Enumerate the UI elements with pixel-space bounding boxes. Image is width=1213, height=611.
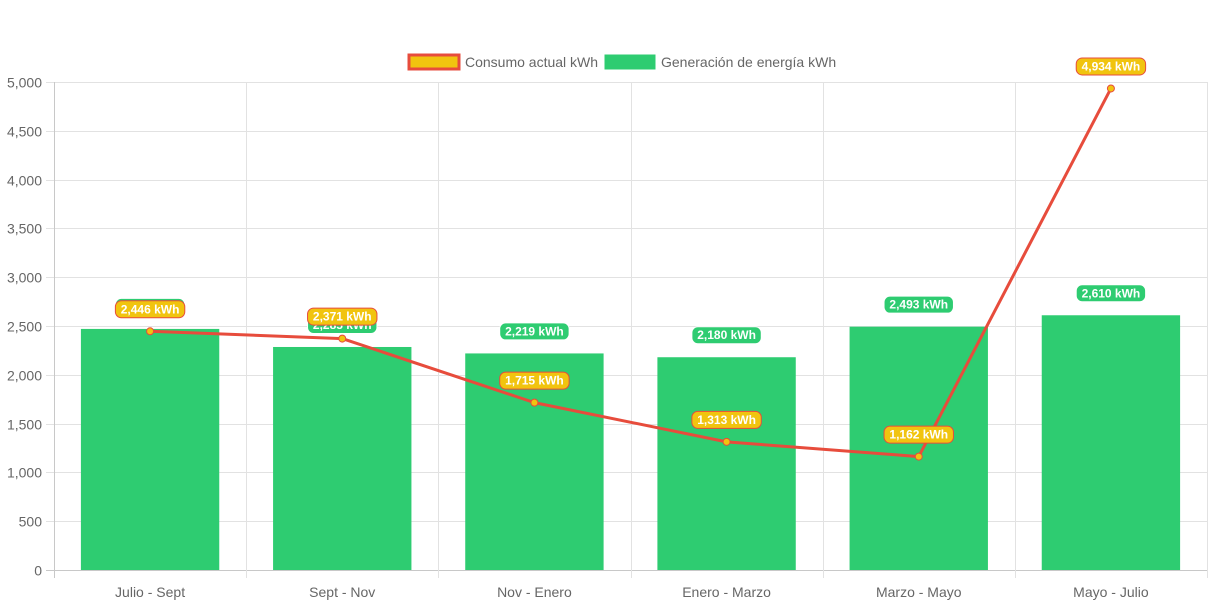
x-tick-label: Nov - Enero	[497, 584, 572, 600]
y-tick-label: 4,000	[7, 173, 42, 189]
line-point	[914, 452, 923, 461]
line-data-label-bg	[691, 410, 762, 429]
bar	[80, 328, 220, 570]
line-data-label-text: 2,371 kWh	[313, 310, 372, 324]
line-data-label: 1,313 kWh	[691, 410, 762, 429]
line-data-label-bg	[114, 300, 186, 319]
bar-data-label-text: 2,493 kWh	[889, 298, 948, 312]
line-point	[146, 327, 155, 336]
bar-data-label: 2,219 kWh	[499, 322, 570, 341]
y-tick-label: 1,500	[7, 417, 42, 433]
line-data-label-bg	[1075, 57, 1147, 76]
line-data-label: 2,371 kWh	[307, 307, 378, 326]
line-data-label-text: 4,934 kWh	[1082, 59, 1141, 73]
y-tick-label: 5,000	[7, 75, 42, 91]
bar-data-label-bg	[691, 326, 762, 345]
bar-data-label: 2,180 kWh	[691, 326, 762, 345]
legend-label: Consumo actual kWh	[465, 54, 598, 70]
y-tick-label: 3,000	[7, 270, 42, 286]
legend-label: Generación de energía kWh	[661, 54, 836, 70]
line-data-label-text: 1,313 kWh	[697, 413, 756, 427]
y-tick-label: 2,000	[7, 368, 42, 384]
legend-swatch	[407, 53, 461, 71]
line-data-label: 2,446 kWh	[114, 300, 186, 319]
bar-data-label: 2,610 kWh	[1075, 284, 1147, 303]
line-data-label: 1,162 kWh	[883, 425, 954, 444]
legend-swatch	[604, 54, 656, 70]
line-data-label-text: 2,446 kWh	[121, 302, 180, 316]
line-data-label-text: 1,715 kWh	[505, 374, 564, 388]
line-data-label-bg	[883, 425, 954, 444]
x-tick-label: Sept - Nov	[309, 584, 375, 600]
bar-data-label-bg	[499, 322, 570, 341]
legend-item-consumo[interactable]: Consumo actual kWh	[407, 53, 598, 71]
y-tick-label: 3,500	[7, 221, 42, 237]
x-tick-label: Mayo - Julio	[1073, 584, 1149, 600]
y-tick-label: 2,500	[7, 319, 42, 335]
line-point	[722, 437, 731, 446]
x-tick-label: Julio - Sept	[115, 584, 185, 600]
bar-data-label: 2,493 kWh	[883, 295, 954, 314]
line-data-label-text: 1,162 kWh	[889, 428, 948, 442]
bar	[657, 357, 796, 570]
y-tick-label: 1,000	[7, 465, 42, 481]
y-tick-label: 0	[34, 563, 42, 579]
x-tick-label: Enero - Marzo	[682, 584, 771, 600]
y-tick-label: 4,500	[7, 124, 42, 140]
bar	[273, 346, 412, 570]
bar-data-label-text: 2,219 kWh	[505, 324, 564, 338]
line-point	[1106, 84, 1115, 93]
bar-data-label-text: 2,610 kWh	[1082, 286, 1141, 300]
y-tick-label: 500	[19, 514, 43, 530]
bar-data-label-text: 2,180 kWh	[697, 328, 756, 342]
legend-item-generacion[interactable]: Generación de energía kWh	[604, 54, 836, 70]
line-data-label-bg	[307, 307, 378, 326]
line-data-label: 4,934 kWh	[1075, 57, 1147, 76]
line-data-label: 1,715 kWh	[499, 371, 570, 390]
line-series-consumo	[150, 87, 1113, 459]
line-data-label-bg	[499, 371, 570, 390]
line-point	[530, 398, 539, 407]
bar-data-label-bg	[883, 295, 954, 314]
x-tick-label: Marzo - Mayo	[876, 584, 962, 600]
bar-data-label-bg	[1075, 284, 1147, 303]
bar	[1041, 315, 1181, 570]
line-point	[338, 334, 347, 343]
